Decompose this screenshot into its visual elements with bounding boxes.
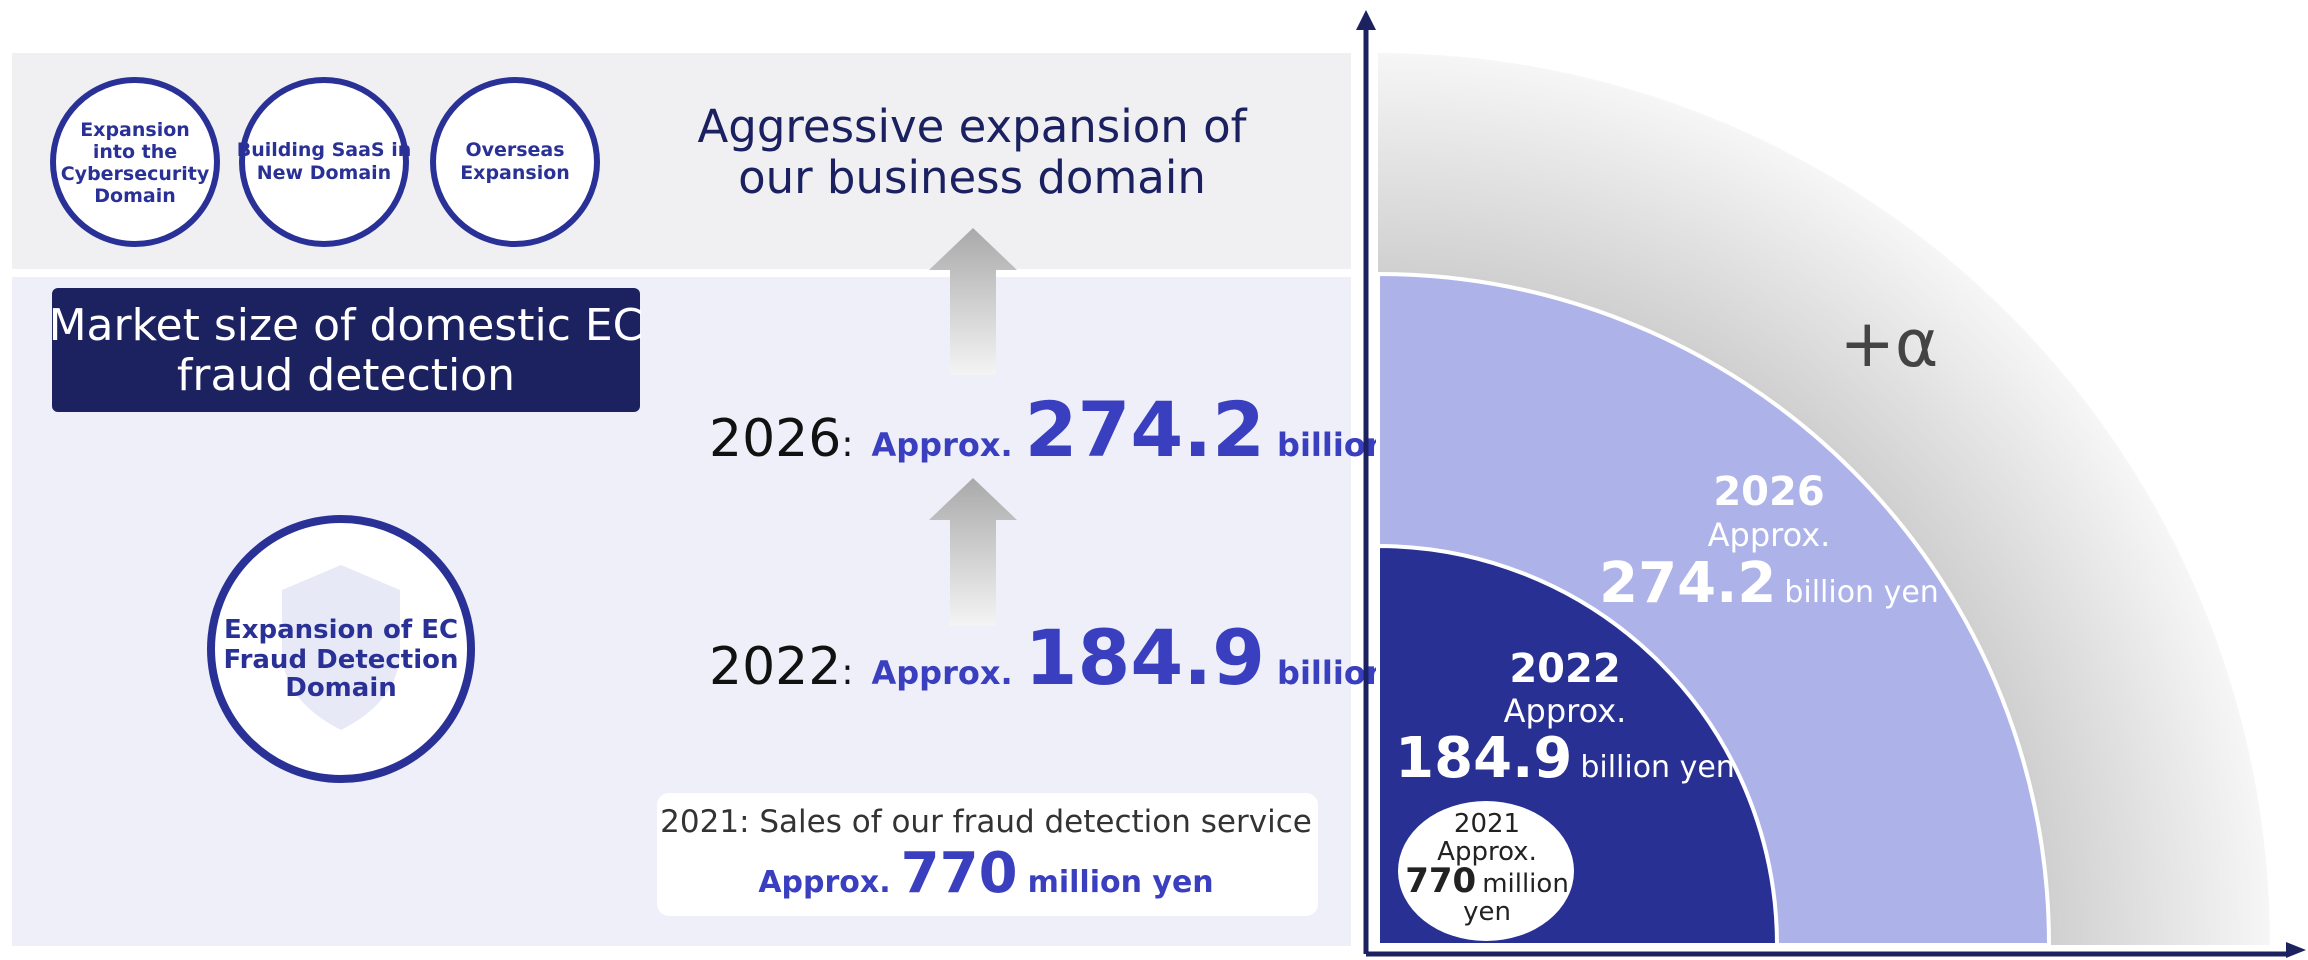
initiative-label: Building SaaS in xyxy=(237,139,412,161)
sales-amount: Approx. 770 million yen xyxy=(758,841,1213,906)
initiative-label: Expansion xyxy=(460,162,570,184)
sales-box xyxy=(657,793,1318,916)
shield-icon xyxy=(282,565,400,730)
amount: 770 xyxy=(901,841,1018,906)
year: 2026 xyxy=(1713,469,1824,515)
prefix: Approx. xyxy=(871,426,1012,464)
year: 2022 xyxy=(709,637,841,697)
initiative-label: into the xyxy=(93,141,177,163)
initiative-label: Cybersecurity xyxy=(61,163,210,185)
amount: 184.9 xyxy=(1025,613,1265,702)
initiative-label: Domain xyxy=(94,185,175,207)
year: 2022 xyxy=(1509,646,1620,692)
amount: 184.9 xyxy=(1395,726,1572,791)
top-panel xyxy=(12,53,1351,269)
up-arrow xyxy=(929,478,1017,626)
initiative-circle xyxy=(430,77,600,247)
year: 2021 xyxy=(1454,809,1520,839)
prefix: Approx. xyxy=(1504,692,1627,730)
amount-row: 184.9 billion yen xyxy=(1395,726,1735,791)
unit: billion yen xyxy=(1784,575,1939,610)
heading: our business domain xyxy=(738,151,1206,204)
core-label: Fraud Detection xyxy=(223,645,458,675)
unit: billion yen xyxy=(1580,750,1735,785)
market-box xyxy=(52,288,640,412)
market-label: fraud detection xyxy=(177,350,515,401)
core-label: Expansion of EC xyxy=(224,615,458,645)
amount: 770 xyxy=(1405,861,1476,901)
unit: yen xyxy=(1463,897,1511,927)
initiative-circle xyxy=(239,77,409,247)
forecast-row: 2022: Approx. 184.9 billion yen xyxy=(709,613,1465,702)
market-label: Market size of domestic EC xyxy=(49,300,644,351)
initiative-label: Expansion xyxy=(80,119,190,141)
alpha: +α xyxy=(1840,305,1939,382)
amount: 274.2 xyxy=(1025,385,1265,474)
unit: million yen xyxy=(1028,865,1214,900)
axis-arrow xyxy=(1356,10,1376,30)
year: 2026 xyxy=(709,409,841,469)
amount-row: 274.2 billion yen xyxy=(1599,551,1939,616)
ellipse-2021 xyxy=(1398,801,1574,941)
unit: million xyxy=(1482,869,1569,899)
quadrant: +α 2026 Approx. 274.2 billion yen 2022 Ap… xyxy=(1356,10,2306,958)
prefix: Approx. xyxy=(871,654,1012,692)
prefix: Approx. xyxy=(758,865,890,900)
heading: Aggressive expansion of xyxy=(698,100,1248,153)
amount: 274.2 xyxy=(1599,551,1776,616)
initiative-label: New Domain xyxy=(257,162,391,184)
initiative-circles: Expansion into the Cybersecurity Domain … xyxy=(50,77,600,247)
separator: : xyxy=(841,652,853,693)
up-arrow xyxy=(929,228,1017,375)
core-label: Domain xyxy=(285,673,397,703)
initiative-circle xyxy=(50,77,220,247)
axis-arrow xyxy=(2286,942,2306,958)
amount-row: 770 million xyxy=(1405,861,1569,901)
separator: : xyxy=(841,424,853,465)
initiative-label: Overseas xyxy=(465,139,564,161)
prefix: Approx. xyxy=(1437,837,1537,867)
sales-title: 2021: Sales of our fraud detection servi… xyxy=(660,804,1312,840)
prefix: Approx. xyxy=(1708,516,1831,554)
